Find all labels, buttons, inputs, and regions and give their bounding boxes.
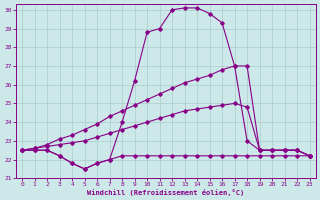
X-axis label: Windchill (Refroidissement éolien,°C): Windchill (Refroidissement éolien,°C): [87, 189, 244, 196]
